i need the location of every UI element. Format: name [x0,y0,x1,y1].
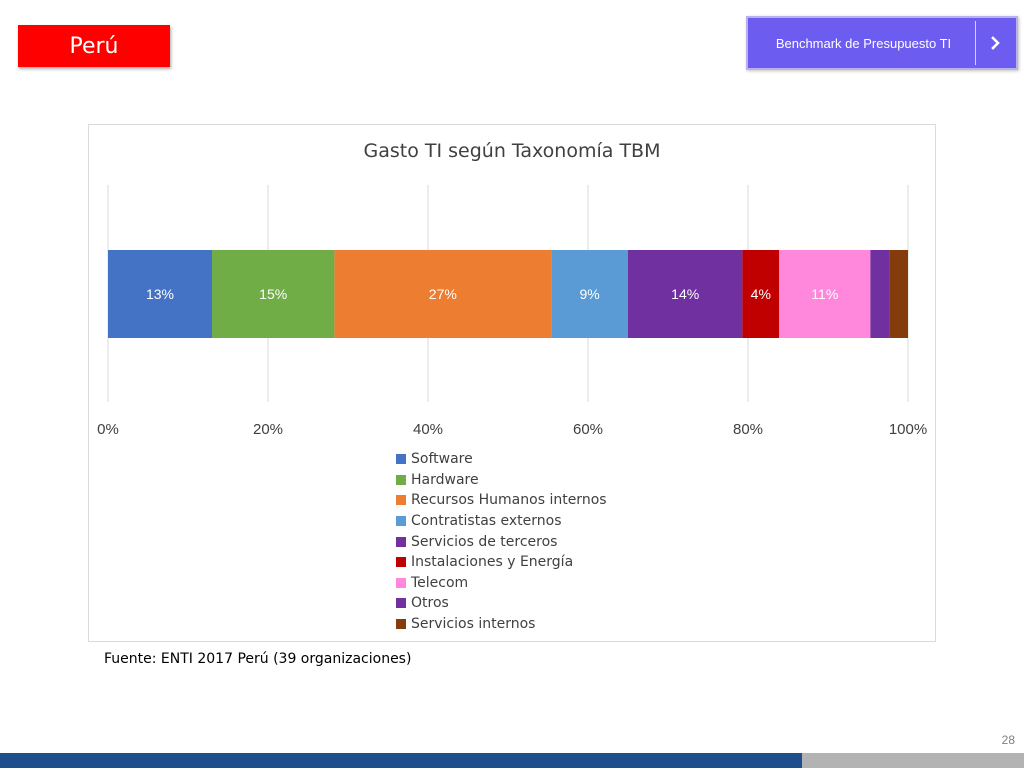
legend-swatch [396,619,406,630]
bar-segment [334,250,552,338]
legend-label: Recursos Humanos internos [411,492,607,509]
legend-label: Telecom [411,574,469,591]
legend-item: Instalaciones y Energía [396,552,696,573]
legend-item: Otros [396,593,696,614]
bar-segment [551,250,628,338]
data-label: 15% [259,286,287,302]
legend-item: Recursos Humanos internos [396,490,696,511]
x-tick-label: 100% [889,421,927,438]
data-label: 14% [671,286,699,302]
chart-frame [88,124,936,642]
x-tick-label: 60% [573,421,603,438]
legend-swatch [396,495,406,506]
legend-swatch [396,454,406,465]
country-tag: Perú [18,25,170,67]
x-tick-label: 40% [413,421,443,438]
benchmark-nav-label: Benchmark de Presupuesto TI [775,35,952,51]
data-label: 9% [579,286,599,302]
data-label: 4% [751,286,771,302]
bar-segment [628,250,743,338]
page-number: 28 [1001,733,1015,747]
legend-label: Contratistas externos [411,513,562,530]
source-note: Fuente: ENTI 2017 Perú (39 organizacione… [104,651,412,667]
chart-title: Gasto TI según Taxonomía TBM [363,140,661,162]
legend-label: Otros [411,595,449,612]
bar-segment [108,250,212,338]
chart-legend: Software Hardware Recursos Humanos interno… [396,449,696,634]
legend-item: Contratistas externos [396,511,696,532]
bar-segment [889,250,908,338]
legend-swatch [396,557,406,568]
legend-swatch [396,598,406,609]
bar-segment [779,250,871,338]
legend-item: Software [396,449,696,470]
legend-label: Servicios internos [411,616,536,633]
data-label: 27% [429,286,457,302]
data-label: 13% [146,286,174,302]
legend-label: Software [411,451,473,468]
legend-swatch [396,577,406,588]
chevron-right-icon [976,36,1016,50]
x-tick-label: 20% [253,421,283,438]
nav-divider [975,21,976,65]
legend-item: Servicios internos [396,614,696,635]
legend-label: Instalaciones y Energía [411,554,574,571]
bar-segment [742,250,780,338]
benchmark-nav-button[interactable]: Benchmark de Presupuesto TI [746,16,1018,70]
legend-swatch [396,516,406,527]
legend-item: Telecom [396,573,696,594]
footer-bar-gray [802,753,1024,768]
legend-label: Servicios de terceros [411,533,558,550]
footer-bar-blue [0,753,802,768]
bar-segment [212,250,335,338]
legend-label: Hardware [411,471,479,488]
country-label: Perú [69,33,119,59]
bar-segment [870,250,890,338]
data-label: 11% [811,286,838,302]
legend-item: Servicios de terceros [396,531,696,552]
x-tick-label: 0% [97,421,119,438]
legend-item: Hardware [396,470,696,491]
x-tick-label: 80% [733,421,763,438]
legend-swatch [396,474,406,485]
legend-swatch [396,536,406,547]
